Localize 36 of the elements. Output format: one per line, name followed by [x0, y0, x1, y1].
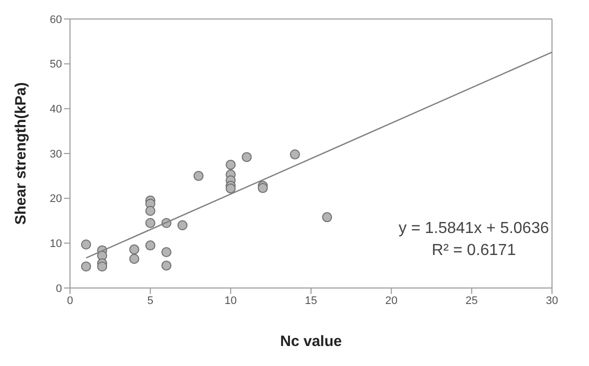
point	[129, 244, 140, 254]
point	[226, 160, 236, 170]
point	[145, 240, 156, 250]
point	[194, 170, 204, 181]
point	[129, 254, 140, 264]
x-tick-label: 30	[546, 294, 558, 307]
x-axis-title: Nc value	[280, 333, 342, 350]
x-tick-label: 25	[466, 294, 478, 307]
y-tick-label: 50	[50, 58, 62, 71]
x-tick-label: 5	[147, 294, 154, 307]
point	[145, 206, 156, 216]
point	[226, 183, 236, 194]
annotation: R² = 0.6171	[430, 240, 517, 261]
x-tick-label: 0	[66, 294, 74, 307]
point	[81, 261, 92, 272]
point	[322, 212, 332, 222]
x-tick-label: 20	[385, 294, 398, 307]
point	[97, 261, 108, 272]
y-tick-label: 10	[50, 238, 62, 250]
point	[161, 247, 172, 258]
y-tick-label: 20	[50, 193, 62, 206]
point	[258, 183, 268, 194]
y-axis-title: Shear strength(kPa)	[12, 82, 30, 225]
point	[145, 218, 156, 228]
point	[177, 220, 188, 230]
y-tick-label: 0	[56, 282, 62, 295]
annotation: y = 1.5841x + 5.0636	[398, 218, 549, 239]
point	[81, 240, 92, 250]
point	[242, 152, 252, 162]
y-tick-label: 30	[50, 148, 62, 160]
point	[161, 260, 172, 271]
point	[290, 149, 300, 160]
y-tick-label: 40	[50, 104, 62, 116]
y-tick-label: 60	[50, 14, 62, 26]
x-tick-label: 10	[224, 294, 237, 307]
x-tick-label: 15	[304, 294, 318, 307]
